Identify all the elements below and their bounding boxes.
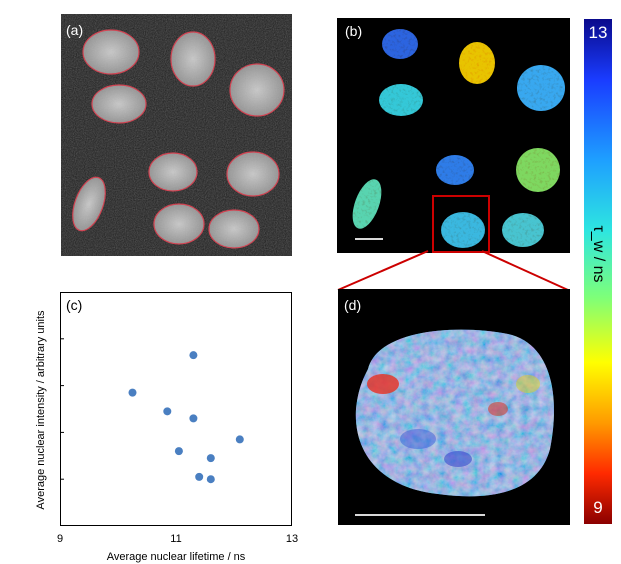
- scatter-point: [189, 414, 198, 423]
- y-axis-title: Average nuclear intensity / arbitrary un…: [35, 310, 47, 510]
- scatter-point: [189, 351, 198, 360]
- panel-a-label: (a): [66, 22, 84, 38]
- panel-d-nucleus: [338, 289, 570, 525]
- data-points: [128, 351, 244, 484]
- scatter-point: [235, 435, 244, 444]
- zoom-highlight-box: [432, 195, 490, 253]
- colorbar-title: τ_w / ns: [590, 225, 607, 283]
- panel-c-label: (c): [66, 297, 82, 313]
- x-tick-labels: 9 11 13: [57, 533, 298, 545]
- scale-bar: [355, 514, 485, 516]
- lifetime-colorbar: 13 9: [584, 19, 612, 524]
- colorbar-min-label: 9: [593, 498, 603, 517]
- scatter-point: [174, 447, 183, 456]
- scatter-point: [206, 475, 215, 484]
- panel-c-scatter-plot: (c): [60, 292, 292, 526]
- scatter-point: [195, 472, 204, 481]
- panel-b-label: (b): [345, 23, 363, 39]
- y-ticks: [60, 338, 64, 480]
- panel-b-nuclei: [337, 18, 570, 253]
- x-tick-label: 13: [286, 533, 298, 545]
- x-tick-label: 9: [57, 533, 63, 545]
- panel-a-nuclei: [61, 14, 292, 256]
- x-axis-area: 9 11 13 Average nuclear lifetime / ns: [57, 533, 298, 563]
- scatter-point: [128, 388, 137, 397]
- plot-frame: [60, 292, 292, 526]
- scatter-point: [163, 407, 172, 416]
- scatter-point: [206, 454, 215, 463]
- panel-b-lifetime-map: (b): [337, 18, 570, 253]
- panel-d-zoomed-nucleus: (d): [338, 289, 570, 525]
- zoom-connector-lines: [337, 250, 569, 291]
- scatter-chart: (c): [60, 292, 292, 526]
- scale-bar: [355, 238, 383, 240]
- x-tick-label: 11: [170, 533, 181, 545]
- x-axis-title: Average nuclear lifetime / ns: [107, 551, 246, 563]
- panel-d-label: (d): [344, 297, 362, 313]
- panel-a-grayscale-image: (a): [61, 14, 292, 256]
- y-axis-area: Average nuclear intensity / arbitrary un…: [35, 310, 47, 510]
- colorbar-max-label: 13: [588, 23, 608, 42]
